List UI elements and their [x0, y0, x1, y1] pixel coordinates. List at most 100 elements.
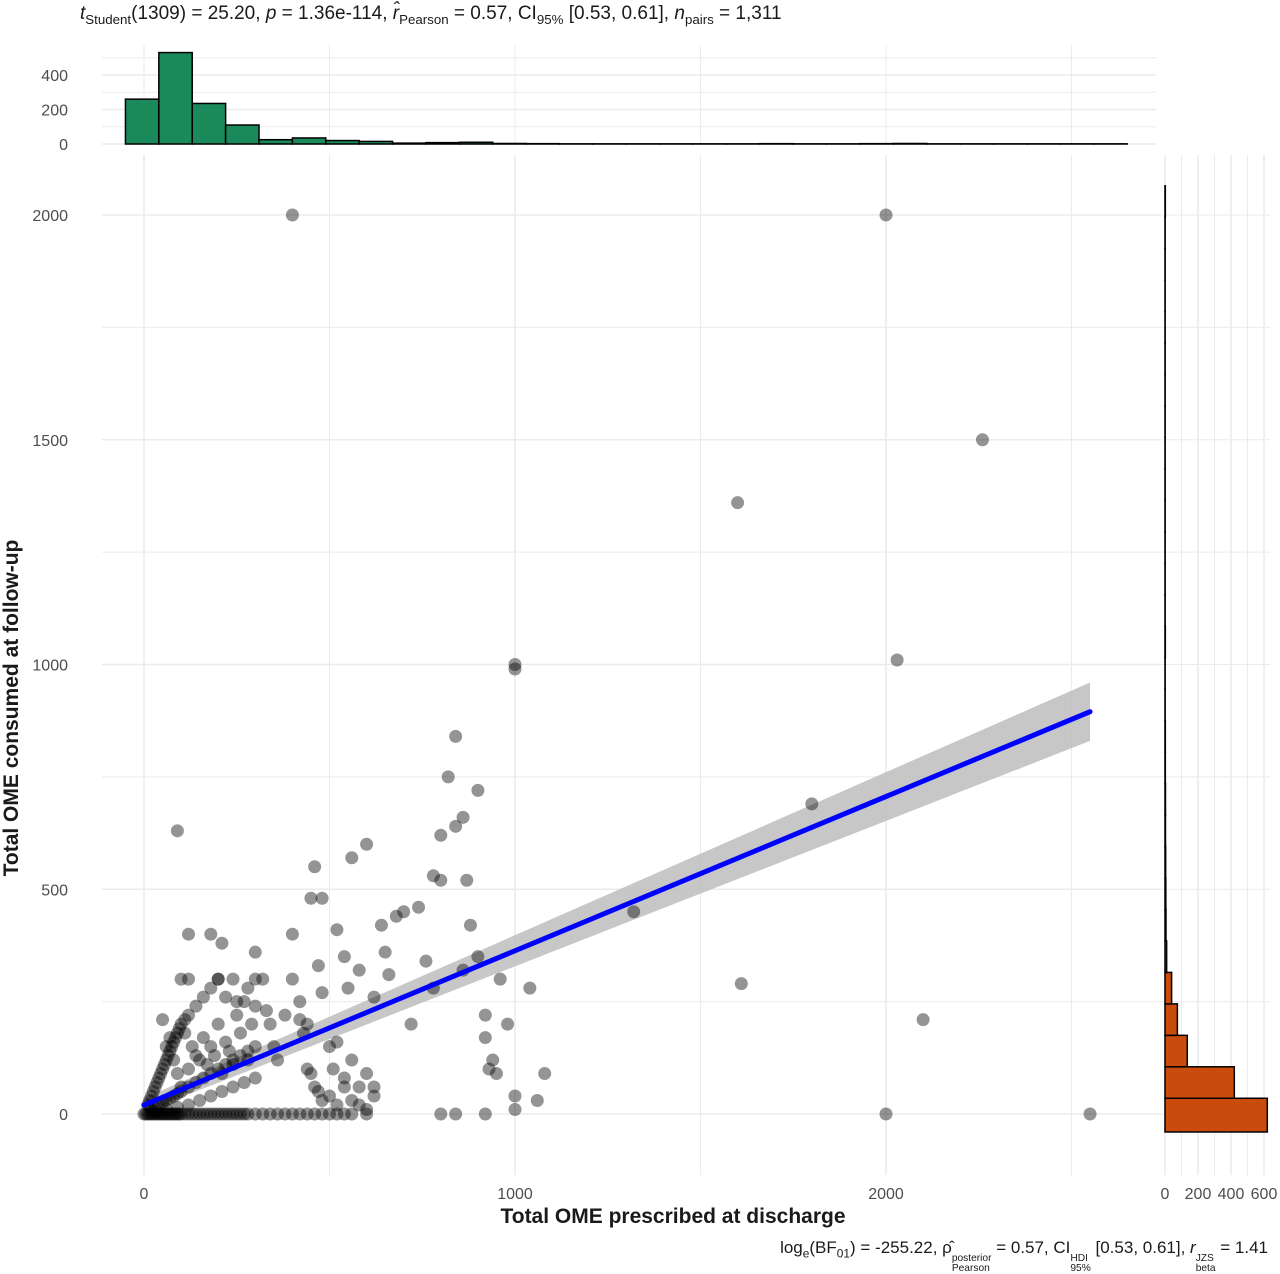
- data-point: [312, 959, 325, 972]
- data-point: [234, 1027, 247, 1040]
- y-tick-label: 0: [59, 1107, 68, 1124]
- data-point: [293, 995, 306, 1008]
- data-point: [219, 991, 232, 1004]
- data-point: [434, 1108, 447, 1121]
- data-point: [182, 928, 195, 941]
- data-point: [264, 1018, 277, 1031]
- data-point: [360, 1103, 373, 1116]
- data-point: [227, 1081, 240, 1094]
- data-point: [171, 1101, 184, 1114]
- data-point: [442, 770, 455, 783]
- right-hist-bar: [1165, 941, 1167, 972]
- data-point: [449, 730, 462, 743]
- data-point: [375, 919, 388, 932]
- data-point: [627, 905, 640, 918]
- data-point: [249, 1040, 262, 1053]
- top-hist-bar: [259, 140, 292, 144]
- data-point: [286, 928, 299, 941]
- data-point: [338, 1081, 351, 1094]
- top-hist-tick-label: 200: [41, 103, 68, 120]
- data-point: [304, 892, 317, 905]
- y-tick-label: 1500: [32, 433, 68, 450]
- data-point: [460, 874, 473, 887]
- data-point: [353, 1081, 366, 1094]
- data-point: [509, 1090, 522, 1103]
- top-hist-bar: [192, 103, 225, 144]
- data-point: [271, 1054, 284, 1067]
- data-point: [238, 1076, 251, 1089]
- top-hist-tick-label: 0: [59, 137, 68, 154]
- data-point: [405, 1018, 418, 1031]
- data-point: [193, 1094, 206, 1107]
- y-tick-label: 1000: [32, 658, 68, 675]
- top-hist-bar: [393, 143, 426, 144]
- data-point: [501, 1018, 514, 1031]
- data-point: [490, 1067, 503, 1080]
- data-point: [434, 829, 447, 842]
- right-hist-tick-label: 200: [1185, 1186, 1212, 1203]
- data-point: [731, 496, 744, 509]
- data-point: [531, 1094, 544, 1107]
- data-point: [249, 1000, 262, 1013]
- top-hist-bar: [159, 53, 192, 144]
- data-point: [479, 1031, 492, 1044]
- right-hist-tick-label: 0: [1161, 1186, 1170, 1203]
- data-point: [419, 955, 432, 968]
- data-point: [330, 1099, 343, 1112]
- data-point: [464, 919, 477, 932]
- right-hist-bar: [1165, 1098, 1267, 1132]
- right-hist-bar: [1165, 1067, 1234, 1098]
- y-axis-title: Total OME consumed at follow-up: [0, 540, 24, 877]
- data-point: [338, 950, 351, 963]
- data-point: [230, 995, 243, 1008]
- top-hist-tick-label: 400: [41, 68, 68, 85]
- x-tick-label: 2000: [868, 1186, 904, 1203]
- data-point: [479, 1009, 492, 1022]
- data-point: [249, 946, 262, 959]
- data-point: [316, 986, 329, 999]
- data-point: [457, 811, 470, 824]
- data-point: [182, 1099, 195, 1112]
- data-point: [278, 1009, 291, 1022]
- right-hist-bar: [1165, 909, 1166, 940]
- data-point: [1084, 1108, 1097, 1121]
- right-hist-bar: [1165, 878, 1166, 909]
- data-point: [382, 968, 395, 981]
- data-point: [434, 874, 447, 887]
- data-point: [175, 973, 188, 986]
- data-point: [156, 1013, 169, 1026]
- data-point: [286, 973, 299, 986]
- data-point: [509, 1103, 522, 1116]
- data-point: [204, 928, 217, 941]
- data-point: [917, 1013, 930, 1026]
- data-point: [360, 838, 373, 851]
- data-point: [293, 1013, 306, 1026]
- data-point: [327, 1063, 340, 1076]
- right-hist-tick-label: 400: [1218, 1186, 1245, 1203]
- data-point: [286, 209, 299, 222]
- data-point: [397, 905, 410, 918]
- data-point: [304, 1067, 317, 1080]
- data-point: [330, 923, 343, 936]
- data-point: [494, 973, 507, 986]
- data-point: [360, 1067, 373, 1080]
- data-point: [345, 1054, 358, 1067]
- data-point: [204, 1090, 217, 1103]
- top-hist-bar: [359, 141, 392, 144]
- right-hist-bar: [1165, 847, 1166, 878]
- data-point: [735, 977, 748, 990]
- fit-line: [144, 712, 1090, 1105]
- top-hist-bar: [426, 143, 459, 144]
- data-point: [479, 1108, 492, 1121]
- data-point: [260, 1004, 273, 1017]
- data-point: [171, 824, 184, 837]
- x-axis-title: Total OME prescribed at discharge: [0, 1205, 1280, 1229]
- data-point: [308, 860, 321, 873]
- data-point: [223, 1045, 236, 1058]
- top-hist-bar: [326, 141, 359, 144]
- data-point: [212, 973, 225, 986]
- top-hist-bar: [893, 143, 926, 144]
- data-point: [486, 1054, 499, 1067]
- data-point: [230, 1009, 243, 1022]
